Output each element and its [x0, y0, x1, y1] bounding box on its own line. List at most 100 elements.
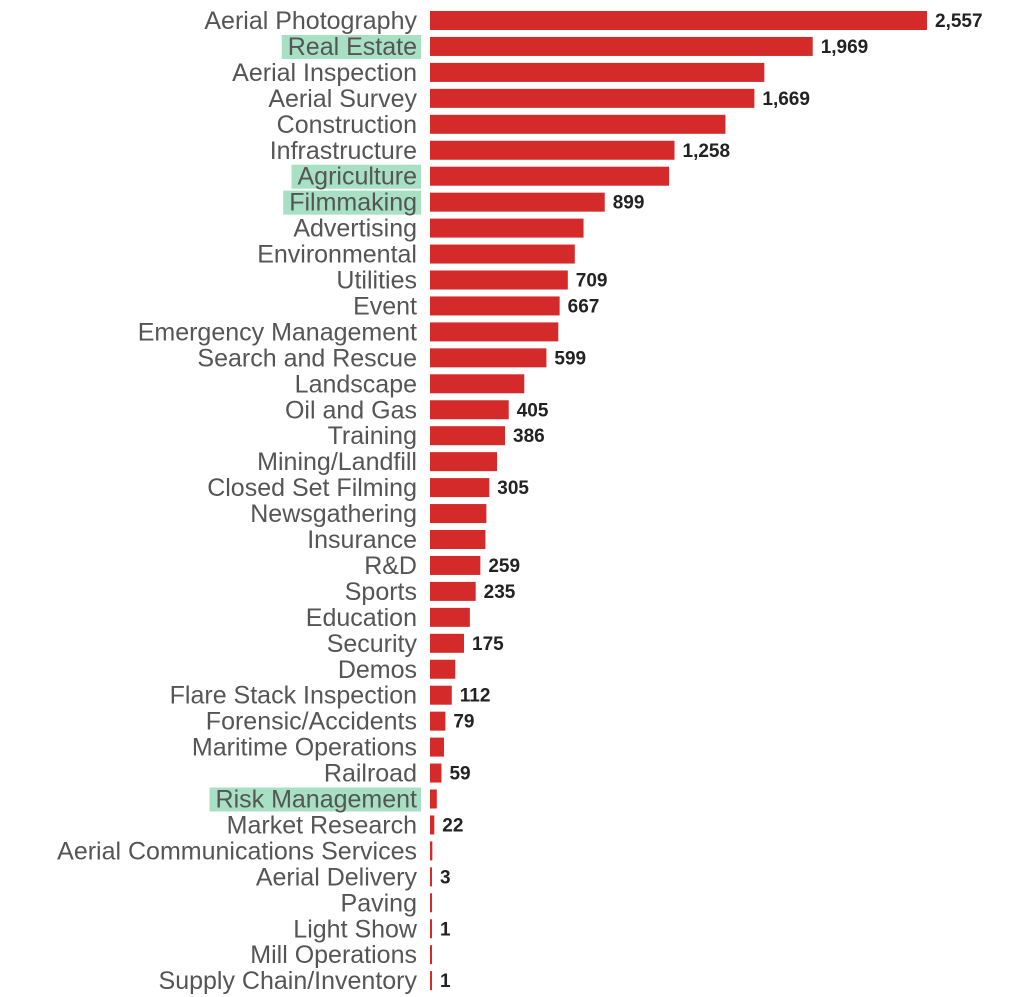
- category-label-security: Security: [327, 630, 418, 658]
- bar-market-research: [430, 815, 435, 835]
- category-label-construction: Construction: [277, 111, 417, 139]
- bar-forensic-accidents: [430, 711, 446, 731]
- bar-training: [430, 426, 506, 446]
- bar-mill-operations: [430, 945, 432, 965]
- bar-railroad: [430, 763, 442, 783]
- bar-filmmaking: [430, 192, 605, 212]
- bar-supply-chain-inventory: [430, 971, 432, 991]
- value-label-aerial-delivery: 3: [440, 867, 451, 888]
- value-label-security: 175: [472, 634, 504, 655]
- category-label-market-research: Market Research: [227, 811, 417, 839]
- bars-layer: [430, 11, 927, 991]
- bar-closed-set-filming: [430, 478, 490, 498]
- bar-aerial-communications-services: [430, 841, 433, 861]
- bar-event: [430, 296, 560, 316]
- highlight-real-estate: [281, 34, 421, 59]
- value-label-closed-set-filming: 305: [497, 478, 529, 499]
- value-label-search-and-rescue: 599: [554, 348, 586, 369]
- bar-emergency-management: [430, 322, 559, 342]
- bar-search-and-rescue: [430, 348, 547, 368]
- highlight-agriculture: [291, 164, 421, 189]
- bar-utilities: [430, 270, 568, 290]
- bar-flare-stack-inspection: [430, 685, 452, 705]
- category-label-maritime-operations: Maritime Operations: [192, 734, 417, 762]
- bar-oil-and-gas: [430, 400, 509, 420]
- category-label-railroad: Railroad: [324, 760, 417, 788]
- category-label-aerial-photography: Aerial Photography: [204, 7, 417, 35]
- value-label-aerial-survey: 1,669: [762, 89, 810, 110]
- bar-aerial-delivery: [430, 867, 432, 887]
- bar-paving: [430, 893, 432, 913]
- bar-insurance: [430, 530, 486, 549]
- value-label-r-d: 259: [488, 556, 520, 577]
- category-label-environmental: Environmental: [257, 241, 417, 269]
- category-label-agriculture: Agriculture: [298, 163, 418, 191]
- value-label-utilities: 709: [576, 271, 608, 292]
- value-label-oil-and-gas: 405: [517, 400, 549, 421]
- bar-mining-landfill: [430, 452, 498, 472]
- category-label-mining-landfill: Mining/Landfill: [257, 448, 417, 476]
- bar-landscape: [430, 374, 525, 394]
- category-label-aerial-communications-services: Aerial Communications Services: [57, 837, 417, 865]
- value-label-infrastructure: 1,258: [683, 141, 731, 162]
- highlight-filmmaking: [283, 190, 421, 215]
- category-label-closed-set-filming: Closed Set Filming: [207, 474, 417, 502]
- value-label-light-show: 1: [440, 919, 451, 940]
- bar-education: [430, 607, 470, 627]
- value-label-flare-stack-inspection: 112: [460, 686, 491, 707]
- value-label-filmmaking: 899: [613, 193, 645, 214]
- category-label-emergency-management: Emergency Management: [138, 318, 417, 346]
- category-label-supply-chain-inventory: Supply Chain/Inventory: [159, 967, 418, 995]
- highlight-layer: [209, 34, 422, 812]
- category-label-advertising: Advertising: [293, 215, 417, 243]
- category-label-demos: Demos: [338, 656, 417, 684]
- category-label-flare-stack-inspection: Flare Stack Inspection: [170, 682, 417, 710]
- value-label-training: 386: [513, 426, 545, 447]
- bar-aerial-photography: [430, 11, 927, 30]
- category-label-r-d: R&D: [364, 552, 417, 580]
- bar-demos: [430, 659, 456, 679]
- bar-r-d: [430, 555, 481, 575]
- value-label-market-research: 22: [442, 815, 463, 836]
- bar-aerial-inspection: [430, 62, 765, 82]
- category-label-newsgathering: Newsgathering: [250, 500, 417, 528]
- bar-sports: [430, 581, 476, 601]
- category-label-sports: Sports: [345, 578, 417, 606]
- category-label-insurance: Insurance: [307, 526, 417, 554]
- bar-construction: [430, 114, 726, 134]
- category-label-search-and-rescue: Search and Rescue: [197, 344, 417, 372]
- category-label-light-show: Light Show: [293, 915, 418, 943]
- bar-real-estate: [430, 36, 813, 56]
- category-label-forensic-accidents: Forensic/Accidents: [206, 708, 417, 736]
- bar-agriculture: [430, 166, 670, 186]
- bar-aerial-survey: [430, 88, 755, 108]
- value-label-forensic-accidents: 79: [453, 712, 474, 733]
- category-label-aerial-delivery: Aerial Delivery: [256, 863, 418, 891]
- bar-light-show: [430, 919, 432, 939]
- category-label-landscape: Landscape: [295, 370, 417, 398]
- category-label-education: Education: [306, 604, 417, 632]
- category-label-aerial-survey: Aerial Survey: [268, 85, 417, 113]
- value-label-real-estate: 1,969: [821, 37, 869, 58]
- bar-newsgathering: [430, 504, 487, 524]
- category-label-training: Training: [328, 422, 417, 450]
- category-label-risk-management: Risk Management: [216, 786, 418, 814]
- category-label-real-estate: Real Estate: [288, 33, 417, 61]
- category-label-aerial-inspection: Aerial Inspection: [232, 59, 417, 87]
- bar-risk-management: [430, 789, 437, 809]
- bar-advertising: [430, 218, 584, 238]
- value-label-event: 667: [568, 296, 600, 317]
- highlight-risk-management: [209, 787, 422, 812]
- category-label-paving: Paving: [341, 889, 417, 917]
- category-label-utilities: Utilities: [336, 267, 417, 295]
- value-label-supply-chain-inventory: 1: [440, 971, 451, 992]
- value-label-railroad: 59: [449, 764, 470, 785]
- value-labels: 2,557 1,969 1,669 1,258 899 709 667 599 405 386 30…: [440, 11, 983, 992]
- category-label-mill-operations: Mill Operations: [250, 941, 417, 969]
- bar-maritime-operations: [430, 737, 444, 757]
- category-label-oil-and-gas: Oil and Gas: [285, 396, 417, 424]
- bar-security: [430, 633, 465, 653]
- category-label-filmmaking: Filmmaking: [289, 189, 417, 217]
